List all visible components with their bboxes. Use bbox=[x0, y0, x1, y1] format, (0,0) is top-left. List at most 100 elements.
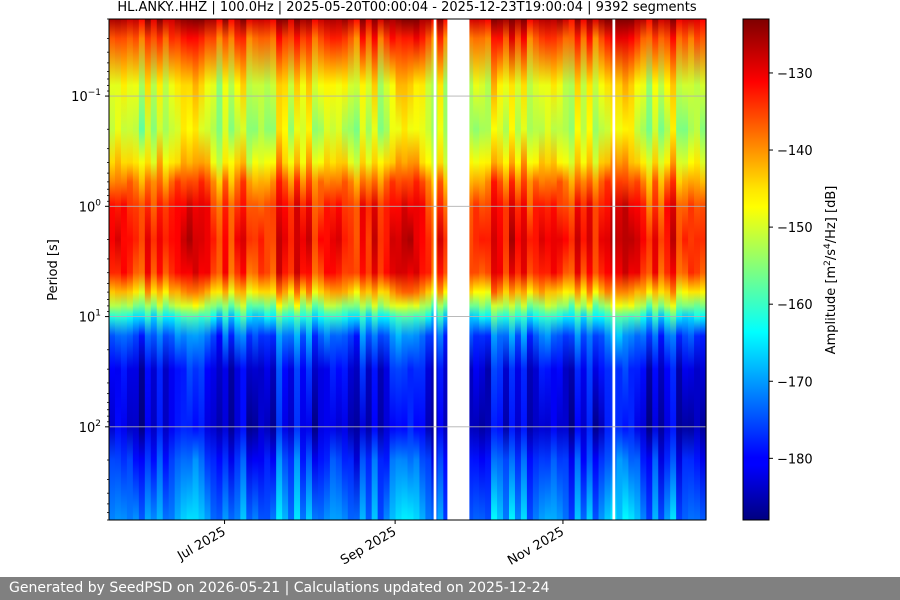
heatmap-column bbox=[126, 19, 134, 520]
heatmap-column bbox=[234, 19, 241, 520]
heatmap-column bbox=[550, 19, 558, 520]
heatmap-column bbox=[556, 19, 564, 520]
heatmap-column bbox=[258, 19, 265, 520]
heatmap-column bbox=[276, 19, 283, 520]
y-tick-label: 100 bbox=[79, 198, 102, 215]
heatmap-column bbox=[198, 19, 206, 520]
heatmap-column bbox=[592, 19, 600, 520]
heatmap-column bbox=[156, 19, 164, 520]
y-axis-label: Period [s] bbox=[46, 239, 61, 301]
colorbar-tick-label: −160 bbox=[777, 298, 813, 313]
heatmap-column bbox=[300, 19, 307, 520]
heatmap-column bbox=[538, 19, 546, 520]
heatmap-column bbox=[323, 19, 331, 520]
heatmap-column bbox=[544, 19, 552, 520]
heatmap-column bbox=[347, 19, 355, 520]
heatmap-column bbox=[616, 19, 624, 520]
heatmap-column bbox=[174, 19, 182, 520]
heatmap-column bbox=[508, 19, 516, 520]
heatmap-column bbox=[604, 19, 612, 520]
y-tick-label: 102 bbox=[79, 419, 101, 436]
heatmap-column bbox=[204, 19, 212, 520]
heatmap-column bbox=[670, 19, 677, 520]
colorbar: −130 −140 −150 −160 −170 −180 Amplitude [m2/s… bbox=[742, 18, 839, 521]
heatmap-column bbox=[497, 19, 504, 520]
heatmap-column bbox=[341, 19, 349, 520]
heatmap-column bbox=[252, 19, 259, 520]
heatmap-area bbox=[108, 18, 707, 521]
heatmap-column bbox=[443, 19, 450, 520]
heatmap-column bbox=[359, 19, 367, 520]
colorbar-tick-label: −180 bbox=[777, 452, 813, 467]
heatmap-column bbox=[574, 19, 582, 520]
heatmap-column bbox=[634, 19, 641, 520]
heatmap-column bbox=[401, 19, 409, 520]
footer-bar: Generated by SeedPSD on 2026-05-21 | Cal… bbox=[0, 577, 900, 600]
data-gap bbox=[447, 19, 470, 520]
heatmap-column bbox=[306, 19, 313, 520]
heatmap-column bbox=[144, 19, 152, 520]
heatmap-column bbox=[640, 19, 647, 520]
heatmap-column bbox=[317, 19, 325, 520]
heatmap-column bbox=[520, 19, 528, 520]
heatmap-column bbox=[676, 19, 683, 520]
x-tick-label: Jul 2025 bbox=[174, 524, 228, 564]
chart-title: HL.ANKY..HHZ | 100.0Hz | 2025-05-20T00:0… bbox=[117, 0, 697, 15]
heatmap-column bbox=[425, 19, 432, 520]
heatmap-column bbox=[353, 19, 361, 520]
heatmap-column bbox=[377, 19, 385, 520]
heatmap-column bbox=[419, 19, 427, 520]
heatmap-column bbox=[383, 19, 391, 520]
heatmap-column bbox=[491, 19, 498, 520]
colorbar-tick-label: −140 bbox=[777, 144, 813, 159]
y-tick-label: 101 bbox=[79, 309, 101, 326]
heatmap-column bbox=[503, 19, 510, 520]
heatmap-column bbox=[114, 19, 122, 520]
heatmap-column bbox=[532, 19, 540, 520]
heatmap-column bbox=[216, 19, 224, 520]
heatmap-column bbox=[395, 19, 403, 520]
heatmap-column bbox=[210, 19, 218, 520]
colorbar-tick-label: −150 bbox=[777, 221, 813, 236]
heatmap-column bbox=[407, 19, 415, 520]
colorbar-label: Amplitude [m2/s4/Hz] [dB] bbox=[823, 186, 839, 355]
heatmap-column bbox=[311, 19, 319, 520]
heatmap-column bbox=[109, 19, 116, 520]
heatmap-column bbox=[628, 19, 635, 520]
heatmap-column bbox=[586, 19, 594, 520]
heatmap-column bbox=[264, 19, 271, 520]
y-axis: 10−1 100 101 102 bbox=[71, 18, 109, 521]
heatmap-column bbox=[162, 19, 170, 520]
heatmap-column bbox=[467, 19, 474, 520]
heatmap-column bbox=[120, 19, 128, 520]
heatmap-column bbox=[682, 19, 689, 520]
heatmap-column bbox=[514, 19, 522, 520]
heatmap-column bbox=[228, 19, 235, 520]
heatmap-column bbox=[437, 19, 444, 520]
psd-spectrogram-chart: HL.ANKY..HHZ | 100.0Hz | 2025-05-20T00:0… bbox=[46, 0, 839, 569]
heatmap-column bbox=[335, 19, 343, 520]
heatmap-column bbox=[479, 19, 486, 520]
heatmap-column bbox=[700, 19, 707, 520]
heatmap-column bbox=[389, 19, 397, 520]
colorbar-tick-label: −130 bbox=[777, 67, 813, 82]
heatmap-column bbox=[562, 19, 570, 520]
heatmap-column bbox=[246, 19, 253, 520]
heatmap-column bbox=[473, 19, 480, 520]
x-tick-label: Nov 2025 bbox=[505, 524, 567, 568]
plot-frame bbox=[108, 18, 707, 521]
heatmap-column bbox=[568, 19, 576, 520]
data-gaps bbox=[433, 19, 616, 520]
x-tick-label: Sep 2025 bbox=[338, 524, 399, 568]
heatmap-column bbox=[138, 19, 146, 520]
heatmap-column bbox=[526, 19, 534, 520]
heatmap-column bbox=[132, 19, 140, 520]
heatmap-column bbox=[688, 19, 695, 520]
heatmap-column bbox=[646, 19, 653, 520]
x-axis: Jul 2025 Sep 2025 Nov 2025 bbox=[174, 520, 567, 569]
heatmap-column bbox=[150, 19, 158, 520]
heatmap-column bbox=[288, 19, 295, 520]
heatmap-column bbox=[652, 19, 659, 520]
heatmap-column bbox=[270, 19, 277, 520]
heatmap-column bbox=[485, 19, 492, 520]
